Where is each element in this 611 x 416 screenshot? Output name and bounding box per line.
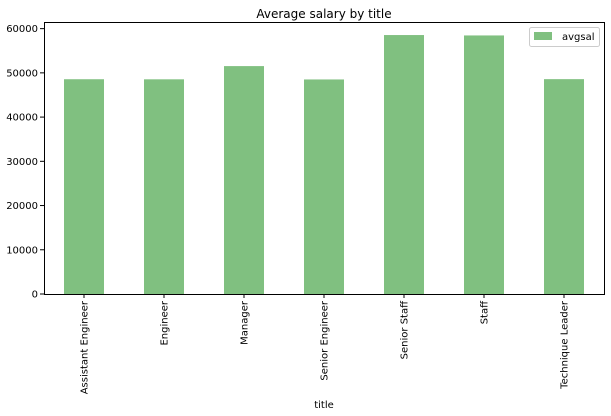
bar <box>64 79 104 295</box>
x-axis-label: title <box>314 400 334 411</box>
legend: avgsal <box>529 27 600 47</box>
y-axis: 0 10000 20000 30000 40000 50000 60000 <box>6 24 44 301</box>
legend-label: avgsal <box>562 32 595 43</box>
x-tick-label: Senior Engineer <box>320 300 331 380</box>
x-tick-label: Engineer <box>160 300 171 345</box>
bar <box>544 79 584 294</box>
legend-swatch <box>534 32 552 40</box>
y-tick-label: 0 <box>32 290 38 301</box>
bar <box>144 79 184 294</box>
y-tick-label: 40000 <box>6 113 38 124</box>
y-tick-label: 30000 <box>6 157 38 168</box>
y-tick-label: 60000 <box>6 24 38 35</box>
y-tick-label: 10000 <box>6 245 38 256</box>
chart-title: Average salary by title <box>256 7 391 21</box>
x-tick-label: Staff <box>480 300 491 324</box>
bars-layer <box>64 35 584 295</box>
x-axis: Assistant Engineer Engineer Manager Senior … <box>80 294 571 394</box>
x-tick-label: Technique Leader <box>560 300 571 390</box>
x-tick-label: Senior Staff <box>400 300 411 359</box>
bar <box>224 66 264 294</box>
plot-frame <box>44 22 605 295</box>
y-tick-label: 50000 <box>6 68 38 79</box>
x-tick-label: Manager <box>240 300 251 345</box>
bar <box>304 79 344 294</box>
x-tick-label: Assistant Engineer <box>80 300 91 394</box>
bar <box>464 35 504 295</box>
y-tick-label: 20000 <box>6 201 38 212</box>
bar <box>384 35 424 295</box>
